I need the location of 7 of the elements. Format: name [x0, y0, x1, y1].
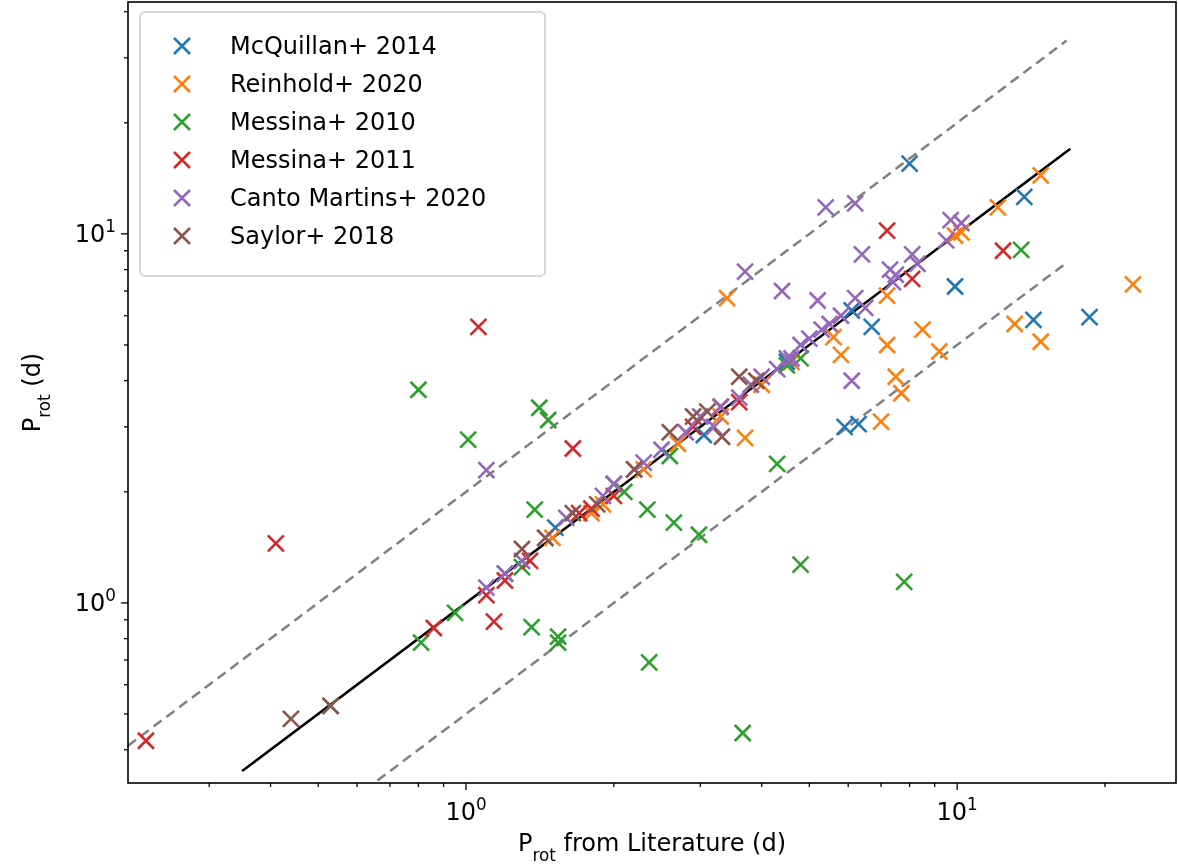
legend-label: Messina+ 2010 — [230, 108, 416, 136]
legend-label: Messina+ 2011 — [230, 146, 416, 174]
legend-label: McQuillan+ 2014 — [230, 32, 437, 60]
legend-label: Reinhold+ 2020 — [230, 70, 423, 98]
legend-label: Saylor+ 2018 — [230, 222, 395, 250]
legend-label: Canto Martins+ 2020 — [230, 184, 487, 212]
x-axis-title: P$_{rot}$ from Literature (d) — [517, 829, 787, 865]
